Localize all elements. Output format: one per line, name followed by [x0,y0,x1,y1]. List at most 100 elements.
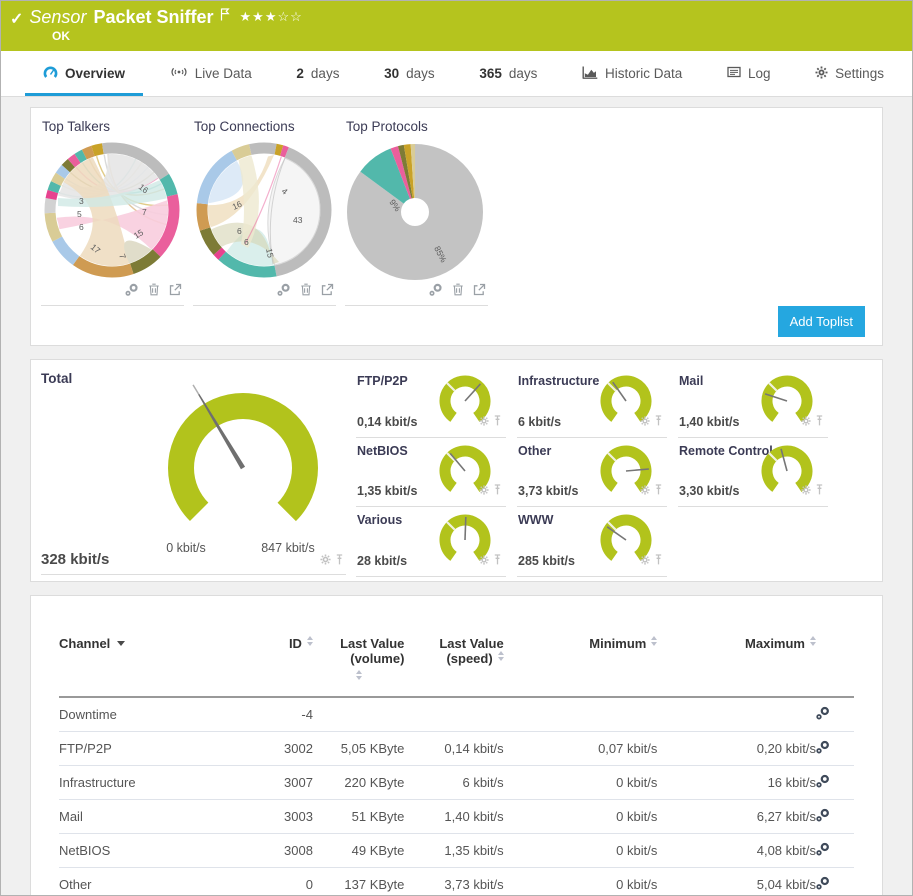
live-data-icon [170,66,188,81]
channel-settings-icon[interactable] [816,740,830,757]
channel-settings-icon[interactable] [816,706,830,723]
top-talkers-chord-chart[interactable]: 16 7 15 7 17 6 5 3 [41,136,184,282]
tab-bar: Overview Live Data 2 days 30 days 365 days … [1,51,912,97]
tab-live-data[interactable]: Live Data [168,51,254,96]
pin-icon[interactable] [815,482,824,500]
mini-gauge [761,445,813,497]
priority-stars[interactable]: ★★★☆☆ [240,9,303,25]
gauge-settings-icon[interactable] [640,552,650,570]
gauge-settings-icon[interactable] [801,482,811,500]
total-gauge: 0 kbit/s 847 kbit/s [166,384,319,555]
add-toplist-button[interactable]: Add Toplist [777,306,865,337]
column-header-channel[interactable]: Channel [59,632,236,698]
mini-gauge [439,375,491,427]
table-row-mail[interactable]: Mail 3003 51 KByte 1,40 kbit/s 0 kbit/s 6,27 … [59,799,854,834]
toplist-top-connections: Top Connections 4 43 16 6 6 15 [193,116,336,337]
top-connections-chord-chart[interactable]: 4 43 16 6 6 15 [193,136,336,282]
open-toplist-icon[interactable] [169,283,182,301]
gauge-cell-actions [640,552,663,570]
pin-icon[interactable] [493,482,502,500]
top-protocols-pie-chart[interactable]: 9% 85% [345,136,488,282]
gauge-settings-icon[interactable] [320,552,331,570]
delete-toplist-icon[interactable] [452,283,464,301]
toplist-settings-icon[interactable] [429,283,443,301]
svg-text:6: 6 [244,237,249,247]
sensor-status-badge: OK [52,29,70,43]
pin-icon[interactable] [815,413,824,431]
tab-log[interactable]: Log [725,51,773,96]
tab-historic-data[interactable]: Historic Data [580,51,684,96]
tab-settings[interactable]: Settings [813,51,886,96]
table-row-other[interactable]: Other 0 137 KByte 3,73 kbit/s 0 kbit/s 5,04 k… [59,867,854,895]
svg-text:7: 7 [117,253,128,261]
total-value: 328 kbit/s [41,551,110,568]
flag-icon[interactable] [220,8,230,26]
table-row-ftp-p2p[interactable]: FTP/P2P 3002 5,05 KByte 0,14 kbit/s 0,07 kbi… [59,731,854,766]
mini-gauge [600,445,652,497]
channels-table: Channel ID Last Value (volume) Last Value… [59,632,854,895]
gauge-cell-remote-control: Remote Control 3,30 kbit/s [678,438,828,508]
sort-icon [497,651,504,661]
gauge-settings-icon[interactable] [801,413,811,431]
gauge-cell-actions [479,482,502,500]
status-check-icon: ✓ [10,11,24,28]
pin-icon[interactable] [654,413,663,431]
tab-30-days[interactable]: 30 days [384,66,435,81]
pin-icon[interactable] [654,482,663,500]
sort-icon [313,670,404,680]
gauge-settings-icon[interactable] [640,413,650,431]
mini-gauge [439,445,491,497]
tab-overview[interactable]: Overview [24,51,144,96]
column-header-last-value-volume[interactable]: Last Value (volume) [312,632,405,698]
stars-filled-icon[interactable]: ★★★ [239,9,278,24]
pin-icon[interactable] [654,552,663,570]
gauge-cell-netbios: NetBIOS 1,35 kbit/s [356,438,506,508]
sort-desc-icon [117,641,126,646]
channel-settings-icon[interactable] [816,808,830,825]
column-header-minimum[interactable]: Minimum [503,632,658,698]
toplist-title: Top Talkers [42,119,111,134]
sensor-title: Packet Sniffer [93,7,214,27]
svg-text:15: 15 [264,247,276,259]
gauge-cell-actions [479,552,502,570]
toplists-panel: Top Talkers [30,107,883,346]
channel-settings-icon[interactable] [816,842,830,859]
column-header-maximum[interactable]: Maximum [657,632,816,698]
table-row-netbios[interactable]: NetBIOS 3008 49 KByte 1,35 kbit/s 0 kbit/s 4,… [59,833,854,868]
svg-text:43: 43 [293,215,303,225]
open-toplist-icon[interactable] [321,283,334,301]
stars-empty-icon[interactable]: ☆☆ [277,9,303,24]
toplist-actions [345,282,488,306]
svg-text:4: 4 [280,186,290,197]
pin-icon[interactable] [493,413,502,431]
delete-toplist-icon[interactable] [148,283,160,301]
gauge-settings-icon[interactable] [479,552,489,570]
toplist-settings-icon[interactable] [277,283,291,301]
historic-chart-icon [582,66,598,82]
table-row-downtime[interactable]: Downtime -4 [59,697,854,732]
gear-icon [815,66,828,82]
channel-settings-icon[interactable] [816,774,830,791]
channel-settings-icon[interactable] [816,876,830,893]
pin-icon[interactable] [335,552,344,570]
svg-text:3: 3 [79,196,84,206]
toplist-title: Top Protocols [346,119,428,134]
channels-table-panel: Channel ID Last Value (volume) Last Value… [30,595,883,895]
pin-icon[interactable] [493,552,502,570]
gauge-cell-actions [640,482,663,500]
column-header-id[interactable]: ID [235,632,313,698]
table-row-infrastructure[interactable]: Infrastructure 3007 220 KByte 6 kbit/s 0 kbi… [59,765,854,800]
sensor-type-label: Sensor [29,7,87,27]
toplist-actions [193,282,336,306]
open-toplist-icon[interactable] [473,283,486,301]
gauge-settings-icon[interactable] [479,413,489,431]
sort-icon [810,636,816,646]
tab-365-days[interactable]: 365 days [479,66,538,81]
gauge-settings-icon[interactable] [640,482,650,500]
tab-2-days[interactable]: 2 days [296,66,340,81]
gauge-settings-icon[interactable] [479,482,489,500]
toplist-settings-icon[interactable] [125,283,139,301]
column-header-last-value-speed[interactable]: Last Value (speed) [404,632,504,698]
delete-toplist-icon[interactable] [300,283,312,301]
gauge-cell-actions [640,413,663,431]
